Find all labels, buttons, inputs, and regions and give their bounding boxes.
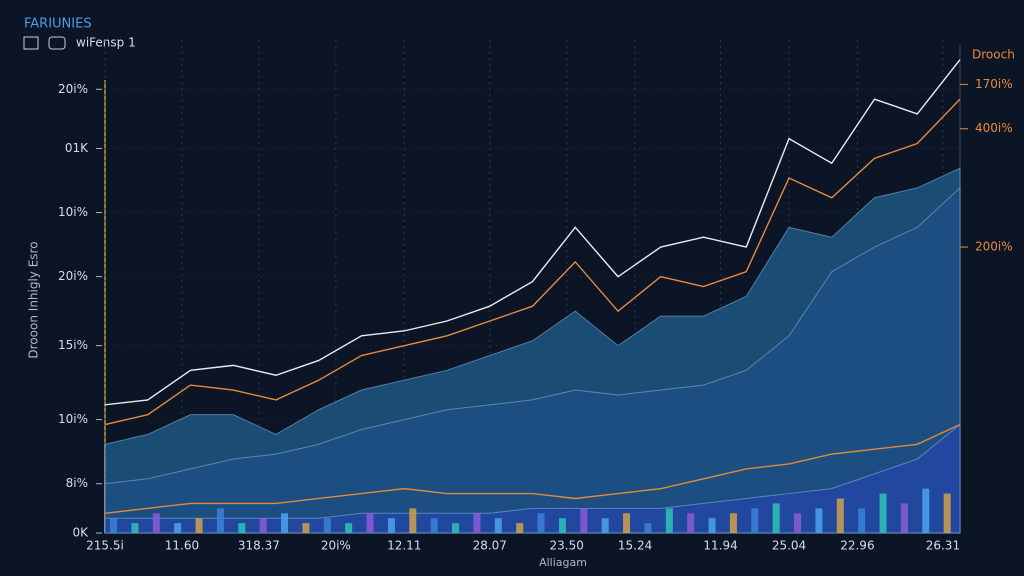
bar: [238, 523, 246, 533]
icon[interactable]: [23, 36, 39, 50]
bar: [922, 488, 930, 533]
bar: [259, 518, 267, 533]
bar: [900, 503, 908, 533]
y-tick-label: 8i%: [66, 476, 88, 490]
bar: [110, 518, 118, 533]
bar: [195, 518, 203, 533]
bar: [665, 508, 673, 533]
bar: [516, 523, 524, 533]
bar: [302, 523, 310, 533]
bar: [687, 513, 695, 533]
bar: [580, 508, 588, 533]
x-tick-label: 215.5i: [86, 539, 124, 553]
bar: [644, 523, 652, 533]
bar: [558, 518, 566, 533]
y-tick-label: 15i%: [58, 338, 88, 352]
line: [104, 423, 961, 514]
bar: [943, 493, 951, 533]
line: [104, 98, 961, 426]
x-tick-label: 11.94: [703, 539, 737, 553]
bar: [879, 493, 887, 533]
x-tick-label: 15.24: [618, 539, 652, 553]
bar: [623, 513, 631, 533]
bar: [152, 513, 160, 533]
bar: [131, 523, 139, 533]
bar: [345, 523, 353, 533]
bar: [366, 513, 374, 533]
bar: [729, 513, 737, 533]
bar: [174, 523, 182, 533]
bar: [601, 518, 609, 533]
bar: [430, 518, 438, 533]
subtitle: wiFensp 1: [76, 36, 136, 50]
y2-tick-label: 400i%: [975, 121, 1013, 135]
x-tick-label: 12.11: [387, 539, 421, 553]
x-tick-label: 318.37: [238, 539, 280, 553]
area: [104, 423, 961, 534]
bar: [751, 508, 759, 533]
y-tick-label: 20i%: [58, 269, 88, 283]
x-tick-label: 22.96: [840, 539, 874, 553]
y2-tick-label: 170i%: [975, 77, 1013, 91]
y-tick-label: 0K: [72, 526, 89, 540]
bar: [836, 498, 844, 533]
bar: [815, 508, 823, 533]
x-tick-label: 26.31: [926, 539, 960, 553]
x-tick-label: 11.60: [165, 539, 199, 553]
y2-tick-label: 200i%: [975, 240, 1013, 254]
bar: [708, 518, 716, 533]
x-tick-label: 23.50: [550, 539, 584, 553]
x-tick-label: 28.07: [473, 539, 507, 553]
bar: [537, 513, 545, 533]
line: [104, 59, 961, 406]
bar: [494, 518, 502, 533]
y-tick-label: 10i%: [58, 412, 88, 426]
y2-axis-label: Drooch: [972, 48, 1015, 62]
chart-title: FARIUNIES: [24, 17, 92, 32]
bar: [473, 513, 481, 533]
bar: [794, 513, 802, 533]
x-axis-label: Alliagam: [539, 556, 587, 569]
bar: [216, 508, 224, 533]
y-tick-label: 01K: [65, 141, 89, 155]
bar: [452, 523, 460, 533]
bar: [772, 503, 780, 533]
y-tick-label: 10i%: [58, 205, 88, 219]
area: [104, 186, 961, 534]
y-axis-label: Drooon Inhigly Esro: [27, 241, 41, 358]
bar: [409, 508, 417, 533]
y-tick-label: 20i%: [58, 82, 88, 96]
bar: [858, 508, 866, 533]
x-tick-label: 20i%: [321, 539, 351, 553]
icon[interactable]: [48, 36, 66, 50]
bar: [387, 518, 395, 533]
x-tick-label: 25.04: [772, 539, 806, 553]
bar: [323, 518, 331, 533]
bar: [281, 513, 289, 533]
